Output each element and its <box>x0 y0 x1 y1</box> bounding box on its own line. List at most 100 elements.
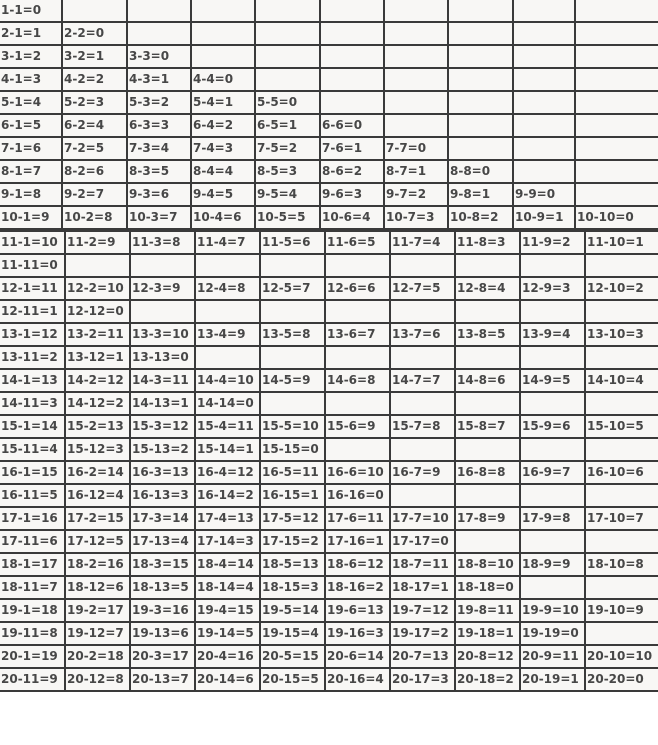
table-row: 13-11=2 13-12=1 13-13=0 <box>0 345 658 370</box>
table-row: 15-11=4 15-12=3 15-13=2 15-14=1 15-15=0 <box>0 437 658 462</box>
equation-cell: 16-5=11 <box>259 460 326 485</box>
empty-cell <box>447 0 514 23</box>
equation-cell: 6-3=3 <box>126 113 192 138</box>
equation-cell: 19-19=0 <box>519 621 586 646</box>
table-row: 17-11=6 17-12=5 17-13=4 17-14=3 17-15=2 17-16… <box>0 529 658 554</box>
equation-cell: 10-9=1 <box>512 205 576 230</box>
empty-cell <box>454 437 521 462</box>
equation-cell: 14-12=2 <box>64 391 131 416</box>
empty-cell <box>324 253 391 278</box>
equation-cell: 11-2=9 <box>64 230 131 255</box>
equation-cell: 17-3=14 <box>129 506 196 531</box>
equation-cell: 16-16=0 <box>324 483 391 508</box>
empty-cell <box>519 483 586 508</box>
empty-cell <box>389 253 456 278</box>
equation-cell: 12-6=6 <box>324 276 391 301</box>
table-row: 15-1=14 15-2=13 15-3=12 15-4=11 15-5=10 15-6=… <box>0 414 658 439</box>
equation-cell: 20-11=9 <box>0 667 66 692</box>
equation-cell: 19-16=3 <box>324 621 391 646</box>
equation-cell: 12-1=11 <box>0 276 66 301</box>
equation-cell: 20-8=12 <box>454 644 521 669</box>
equation-cell: 1-1=0 <box>0 0 63 23</box>
equation-cell: 18-18=0 <box>454 575 521 600</box>
equation-cell: 9-7=2 <box>383 182 449 207</box>
equation-cell: 18-4=14 <box>194 552 261 577</box>
equation-cell: 13-2=11 <box>64 322 131 347</box>
empty-cell <box>584 253 658 278</box>
equation-cell: 20-6=14 <box>324 644 391 669</box>
empty-cell <box>383 113 449 138</box>
equation-cell: 16-11=5 <box>0 483 66 508</box>
empty-cell <box>259 391 326 416</box>
empty-cell <box>259 345 326 370</box>
equation-cell: 14-8=6 <box>454 368 521 393</box>
equation-cell: 11-3=8 <box>129 230 196 255</box>
empty-cell <box>447 90 514 115</box>
equation-cell: 15-13=2 <box>129 437 196 462</box>
equation-cell: 20-18=2 <box>454 667 521 692</box>
equation-cell: 13-7=6 <box>389 322 456 347</box>
table-row: 7-1=6 7-2=5 7-3=4 7-4=3 7-5=2 7-6=1 7-7=0 <box>0 136 658 161</box>
equation-cell: 6-2=4 <box>61 113 128 138</box>
equation-cell: 4-3=1 <box>126 67 192 92</box>
equation-cell: 11-5=6 <box>259 230 326 255</box>
equation-cell: 5-4=1 <box>190 90 256 115</box>
equation-cell: 14-14=0 <box>194 391 261 416</box>
equation-cell: 13-13=0 <box>129 345 196 370</box>
equation-cell: 15-11=4 <box>0 437 66 462</box>
equation-cell: 19-1=18 <box>0 598 66 623</box>
empty-cell <box>454 345 521 370</box>
equation-cell: 10-1=9 <box>0 205 63 230</box>
equation-cell: 2-2=0 <box>61 21 128 46</box>
equation-cell: 7-2=5 <box>61 136 128 161</box>
empty-cell <box>129 253 196 278</box>
empty-cell <box>519 299 586 324</box>
table-row: 10-1=9 10-2=8 10-3=7 10-4=6 10-5=5 10-6=4 10-7… <box>0 205 658 230</box>
equation-cell: 9-2=7 <box>61 182 128 207</box>
equation-cell: 9-5=4 <box>254 182 321 207</box>
empty-cell <box>319 90 385 115</box>
equation-cell: 10-6=4 <box>319 205 385 230</box>
equation-cell: 6-1=5 <box>0 113 63 138</box>
equation-cell: 18-1=17 <box>0 552 66 577</box>
equation-cell: 15-15=0 <box>259 437 326 462</box>
equation-cell: 7-3=4 <box>126 136 192 161</box>
equation-cell: 2-1=1 <box>0 21 63 46</box>
empty-cell <box>454 299 521 324</box>
empty-cell <box>324 299 391 324</box>
empty-cell <box>447 67 514 92</box>
equation-cell: 16-12=4 <box>64 483 131 508</box>
equation-cell: 15-10=5 <box>584 414 658 439</box>
empty-cell <box>383 44 449 69</box>
equation-cell: 12-5=7 <box>259 276 326 301</box>
table-row: 16-1=15 16-2=14 16-3=13 16-4=12 16-5=11 16-6=… <box>0 460 658 485</box>
equation-cell: 17-2=15 <box>64 506 131 531</box>
equation-cell: 12-2=10 <box>64 276 131 301</box>
equation-cell: 4-2=2 <box>61 67 128 92</box>
empty-cell <box>190 0 256 23</box>
equation-cell: 9-9=0 <box>512 182 576 207</box>
equation-cell: 15-7=8 <box>389 414 456 439</box>
equation-cell: 8-7=1 <box>383 159 449 184</box>
equation-cell: 12-8=4 <box>454 276 521 301</box>
equation-cell: 19-11=8 <box>0 621 66 646</box>
equation-cell: 11-7=4 <box>389 230 456 255</box>
empty-cell <box>584 621 658 646</box>
equation-cell: 17-6=11 <box>324 506 391 531</box>
equation-cell: 16-15=1 <box>259 483 326 508</box>
equation-cell: 19-6=13 <box>324 598 391 623</box>
equation-cell: 15-9=6 <box>519 414 586 439</box>
empty-cell <box>519 391 586 416</box>
equation-cell: 18-10=8 <box>584 552 658 577</box>
empty-cell <box>194 299 261 324</box>
equation-cell: 18-7=11 <box>389 552 456 577</box>
empty-cell <box>512 67 576 92</box>
empty-cell <box>447 21 514 46</box>
equation-cell: 14-2=12 <box>64 368 131 393</box>
equation-cell: 18-14=4 <box>194 575 261 600</box>
equation-cell: 15-14=1 <box>194 437 261 462</box>
equation-cell: 13-8=5 <box>454 322 521 347</box>
equation-cell: 5-1=4 <box>0 90 63 115</box>
table-row: 20-11=9 20-12=8 20-13=7 20-14=6 20-15=5 20-16… <box>0 667 658 692</box>
equation-cell: 18-15=3 <box>259 575 326 600</box>
